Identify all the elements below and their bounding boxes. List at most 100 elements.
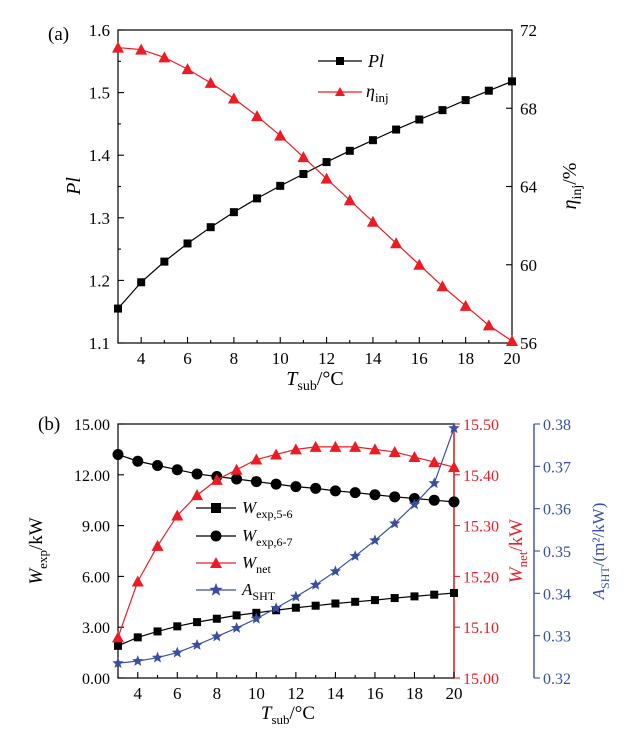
panel-b-wnet-tick-label: 15.50 — [463, 417, 499, 434]
panel-b-x-tick-label: 4 — [134, 684, 143, 703]
panel-b-x-tick-labels: 4 6 8 10 12 14 16 18 20 — [134, 684, 463, 703]
pl-series-point — [114, 304, 122, 313]
eta-inj-series-point — [320, 172, 333, 184]
pl-series-line — [117, 80, 513, 309]
wnet-series-point — [210, 473, 223, 485]
panel-b-left-axis-label: Wexp/kW — [26, 517, 50, 584]
wexp-56-series-point — [370, 596, 379, 605]
eta-inj-series-point — [251, 110, 264, 122]
wexp-56-series-point — [430, 590, 439, 599]
panel-b-wnet-tick-label: 15.40 — [463, 468, 499, 485]
eta-inj-series-point — [274, 129, 287, 141]
asht-series-point — [211, 630, 223, 642]
panel-a-left-tick-label: 1.5 — [89, 84, 110, 103]
wexp-56-series-point — [410, 592, 419, 601]
pl-series-point — [508, 77, 516, 86]
wexp-56-series-point — [133, 633, 142, 642]
panel-b-left-tick-label: 9.00 — [82, 519, 110, 536]
legend-wnet-label: Wnet — [242, 553, 271, 576]
wnet-series-point — [191, 489, 204, 501]
legend-asht-marker — [209, 583, 223, 596]
panel-b-left-tick-labels: 0.00 3.00 6.00 9.00 12.00 15.00 — [74, 417, 110, 688]
panel-a-x-tick-label: 14 — [364, 349, 382, 368]
pl-series-point — [484, 86, 493, 95]
wnet-series-point — [270, 448, 283, 460]
wnet-series-point — [448, 461, 460, 473]
wnet-series-point — [309, 440, 322, 452]
wnet-series-point — [349, 440, 362, 452]
wexp-67-series-point — [270, 478, 282, 490]
eta-inj-series-point — [181, 63, 194, 75]
eta-inj-series-point — [135, 43, 148, 55]
panel-a-left-axis-label: Pl — [63, 177, 85, 196]
panel-a-x-axis-label: Tsub/°C — [286, 368, 343, 394]
panel-a-x-tick-label: 16 — [411, 349, 428, 368]
pl-series-point — [415, 115, 424, 124]
eta-inj-series-point — [390, 237, 403, 249]
legend-wexp67-label: Wexp,6-7 — [242, 526, 293, 549]
asht-series-point — [290, 590, 302, 602]
asht-series-point — [329, 565, 342, 577]
panel-a-x-tick-label: 18 — [457, 349, 474, 368]
panel-b-x-tick-label: 12 — [287, 684, 304, 703]
pl-series-point — [345, 146, 354, 155]
panel-b-wnet-axis-label: Wnet/kW — [506, 519, 530, 583]
wexp-56-series-point — [212, 614, 221, 623]
panel-a-label: (a) — [48, 24, 69, 45]
legend-wexp56-label: Wexp,5-6 — [242, 498, 293, 521]
pl-series-point — [392, 125, 401, 134]
wexp-56-series-point — [153, 627, 162, 636]
legend-wexp56-main: W — [242, 498, 258, 517]
panel-b-wnet-tick-labels: 15.00 15.10 15.20 15.30 15.40 15.50 — [463, 417, 499, 688]
panel-a-x-axis-label-main: T — [286, 368, 299, 390]
wnet-series-point — [388, 445, 401, 457]
wnet-series-point — [250, 453, 263, 465]
panel-a-right-axis-label-sub: inj — [570, 185, 585, 200]
legend-wexp67-sub: exp,6-7 — [256, 535, 292, 549]
panel-a-x-tick-label: 20 — [504, 349, 521, 368]
wexp-67-series-point — [152, 459, 164, 471]
wnet-series-point — [131, 575, 144, 587]
panel-a-right-tick-label: 72 — [520, 21, 537, 40]
wexp-56-series-point — [232, 611, 241, 620]
asht-series-point — [349, 550, 361, 561]
wexp-67-series-point — [132, 455, 144, 467]
wexp-67-series-point — [171, 464, 183, 476]
eta-inj-series-point — [436, 280, 449, 292]
asht-series-point — [191, 638, 203, 650]
panel-a-x-tick-labels: 4 6 8 10 12 14 16 18 20 — [137, 349, 521, 368]
panel-a-right-axis-label-unit: /% — [559, 163, 581, 185]
eta-inj-series-point — [112, 41, 124, 53]
panel-a-x-tick-label: 10 — [272, 349, 289, 368]
panel-a-x-tick-label: 4 — [137, 349, 146, 368]
pl-series-point — [368, 136, 377, 145]
pl-series-point — [137, 278, 146, 287]
asht-series-point — [151, 651, 164, 663]
panel-b-wnet-tick-label: 15.00 — [463, 671, 499, 688]
wexp-67-series-point — [250, 476, 262, 488]
panel-b-left-tick-label: 12.00 — [74, 468, 110, 485]
panel-a-series — [112, 41, 518, 347]
wexp-56-series-point — [291, 603, 300, 612]
panel-b-left-axis-label-unit: /kW — [26, 517, 47, 550]
panel-b: (b) 0.00 3.00 6.00 9.00 12.00 15.00 15.00 15.1… — [26, 414, 612, 727]
panel-b-wnet-axis-label-main: W — [506, 565, 527, 583]
wnet-series-point — [408, 451, 421, 463]
wnet-series-point — [428, 456, 441, 468]
pl-series-point — [183, 239, 192, 248]
wnet-series-point — [230, 463, 243, 475]
panel-b-asht-axis-label-main: A — [589, 588, 608, 600]
panel-b-plot-frame — [117, 423, 455, 679]
panel-b-wnet-tick-label: 15.10 — [463, 620, 499, 637]
panel-a-x-tick-label: 6 — [183, 349, 192, 368]
panel-b-ticks — [117, 423, 540, 679]
panel-b-left-tick-label: 6.00 — [82, 569, 110, 586]
legend-wexp67-main: W — [242, 526, 258, 545]
panel-a-right-tick-label: 56 — [520, 334, 537, 353]
wnet-series-point — [112, 631, 124, 643]
eta-inj-series-line — [117, 47, 513, 342]
wexp-67-series-point — [428, 494, 440, 506]
eta-inj-series-point — [227, 92, 240, 104]
